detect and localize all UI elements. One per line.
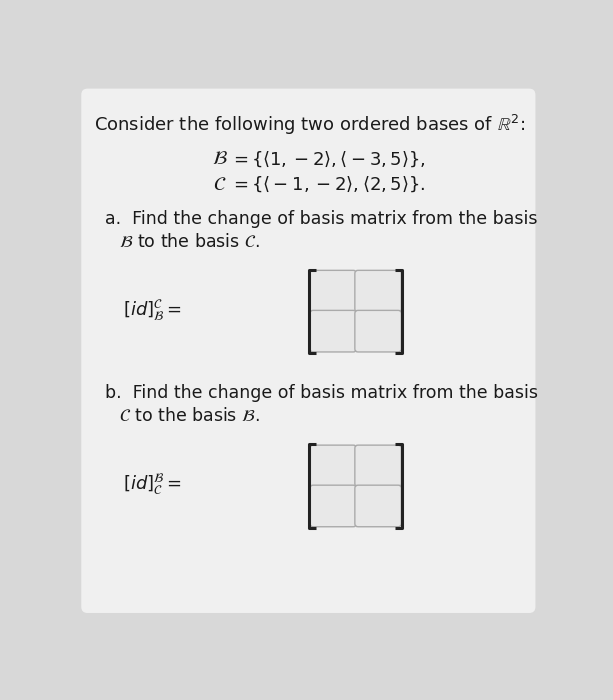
Text: $[id]^{\mathcal{B}}_{\mathcal{C}} =$: $[id]^{\mathcal{B}}_{\mathcal{C}} =$ <box>123 473 182 498</box>
Text: $\mathcal{C}$: $\mathcal{C}$ <box>213 175 227 194</box>
Text: $\mathcal{B}$: $\mathcal{B}$ <box>212 150 228 169</box>
Text: $[id]^{\mathcal{C}}_{\mathcal{B}} =$: $[id]^{\mathcal{C}}_{\mathcal{B}} =$ <box>123 298 182 324</box>
FancyBboxPatch shape <box>355 445 402 486</box>
Text: a.  Find the change of basis matrix from the basis: a. Find the change of basis matrix from … <box>105 209 537 228</box>
FancyBboxPatch shape <box>82 89 535 613</box>
Text: $\mathcal{B}$ to the basis $\mathcal{C}$.: $\mathcal{B}$ to the basis $\mathcal{C}$… <box>120 232 260 251</box>
Text: Consider the following two ordered bases of $\mathbb{R}^2$:: Consider the following two ordered bases… <box>94 113 525 137</box>
FancyBboxPatch shape <box>355 310 402 352</box>
Text: b.  Find the change of basis matrix from the basis: b. Find the change of basis matrix from … <box>105 384 538 402</box>
FancyBboxPatch shape <box>355 270 402 312</box>
FancyBboxPatch shape <box>310 270 356 312</box>
FancyBboxPatch shape <box>310 445 356 486</box>
Text: $\mathcal{C}$ to the basis $\mathcal{B}$.: $\mathcal{C}$ to the basis $\mathcal{B}$… <box>120 407 260 426</box>
FancyBboxPatch shape <box>310 310 356 352</box>
Text: $=$: $=$ <box>230 150 249 167</box>
FancyBboxPatch shape <box>310 485 356 526</box>
Text: $\{\langle -1, -2\rangle, \langle 2, 5\rangle\}.$: $\{\langle -1, -2\rangle, \langle 2, 5\r… <box>251 175 425 195</box>
Text: $=$: $=$ <box>230 175 249 193</box>
Text: $\{\langle 1, -2\rangle, \langle -3, 5\rangle\},$: $\{\langle 1, -2\rangle, \langle -3, 5\r… <box>251 150 425 169</box>
FancyBboxPatch shape <box>355 485 402 526</box>
